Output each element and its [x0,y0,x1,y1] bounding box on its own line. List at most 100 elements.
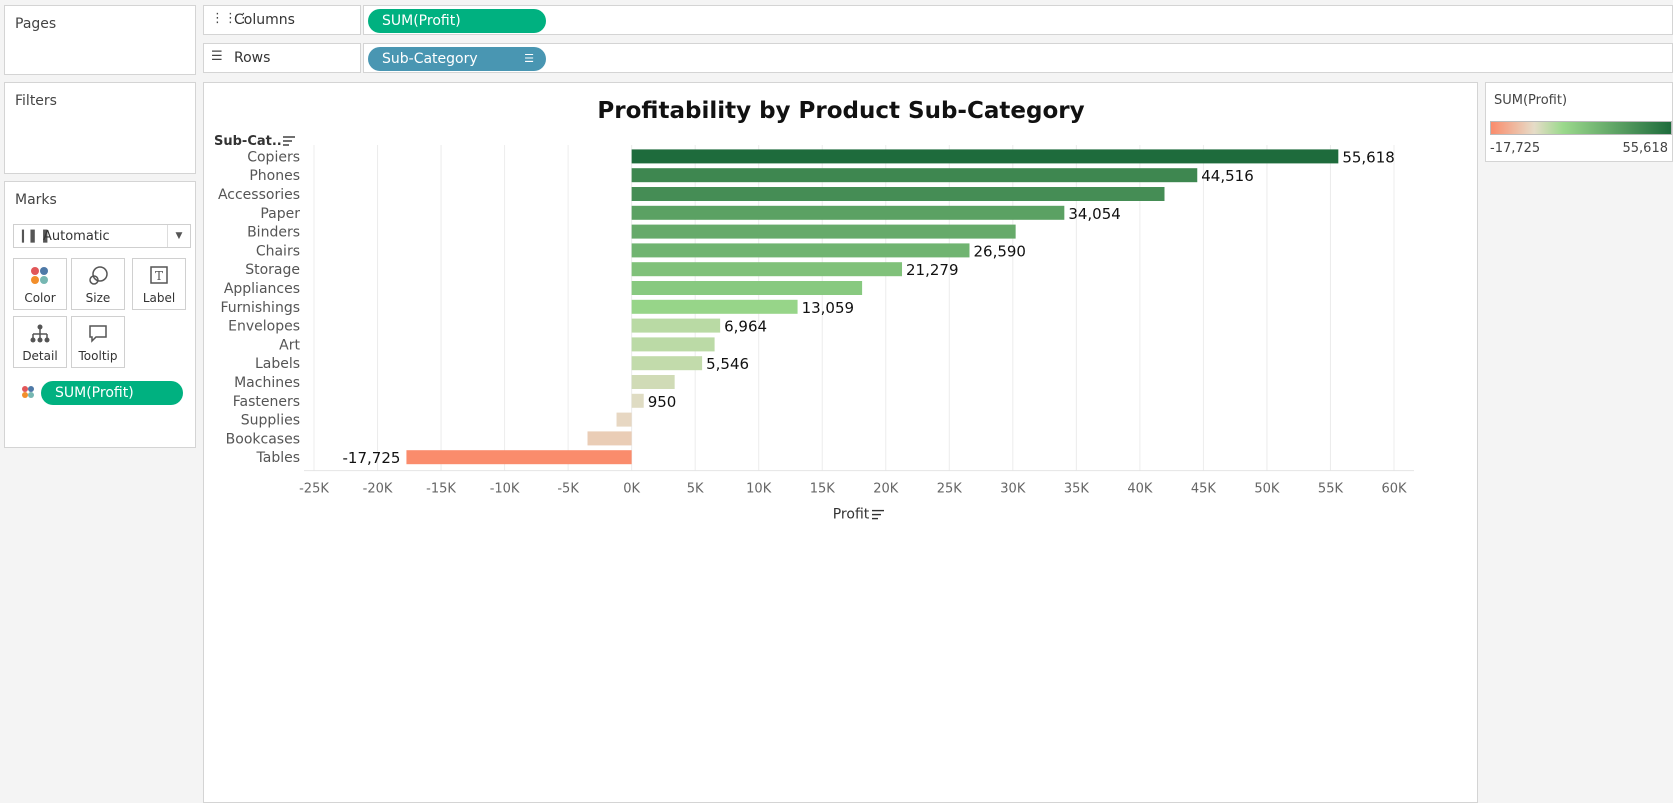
size-button[interactable]: Size [71,258,125,310]
mark-type-label: Automatic [43,229,110,244]
x-tick-label: -25K [299,482,329,497]
label-button[interactable]: T Label [132,258,186,310]
tooltip-button[interactable]: Tooltip [71,316,125,368]
marks-card: Marks ▎▌▐ Automatic ▼ Color Size T Label… [4,181,196,448]
bar[interactable] [631,299,798,314]
bar[interactable] [631,224,1016,239]
data-label: 44,516 [1201,167,1254,185]
data-label: 5,546 [706,355,749,373]
x-tick-label: 60K [1381,482,1407,497]
bar[interactable] [631,356,703,371]
y-sort-icon[interactable] [283,136,295,146]
category-label[interactable]: Paper [260,206,300,222]
category-label[interactable]: Machines [234,375,300,391]
legend-max-label: 55,618 [1622,141,1669,156]
x-tick-label: 5K [687,482,704,497]
category-label[interactable]: Supplies [241,413,300,429]
tooltip-label: Tooltip [78,349,118,363]
columns-pill[interactable]: SUM(Profit) [368,9,546,33]
color-label: Color [24,291,56,305]
detail-button[interactable]: Detail [13,316,67,368]
bar[interactable] [631,337,715,352]
bar-chart-icon: ▎▌▐ [22,230,48,243]
bar[interactable] [631,262,903,277]
x-tick-label: 50K [1254,482,1280,497]
mark-type-dropdown[interactable]: ▎▌▐ Automatic ▼ [13,224,191,248]
color-button[interactable]: Color [13,258,67,310]
hierarchy-icon [14,323,66,347]
sort-icon[interactable]: ☰ [524,52,534,65]
data-label: 21,279 [906,261,959,279]
marks-title: Marks [15,192,57,208]
category-label[interactable]: Chairs [256,243,300,259]
bar[interactable] [631,243,970,258]
bar[interactable] [616,412,632,427]
x-tick-label: 25K [937,482,963,497]
y-axis-title[interactable]: Sub-Cat.. [214,134,282,149]
label-label: Label [142,291,176,305]
category-label[interactable]: Art [279,337,300,353]
bar[interactable] [631,187,1165,201]
data-label: 6,964 [724,318,767,336]
data-label: 13,059 [802,299,855,317]
category-label[interactable]: Appliances [224,281,300,297]
color-field-pill[interactable]: SUM(Profit) [41,381,183,405]
x-tick-label: 55K [1318,482,1344,497]
pages-card[interactable]: Pages [4,5,196,75]
category-label[interactable]: Phones [249,168,300,184]
rows-pill-label: Sub-Category [382,51,478,67]
category-label[interactable]: Tables [256,450,301,466]
rows-shelf: ☰ Rows Sub-Category ☰ [203,43,1673,73]
x-tick-label: 30K [1000,482,1026,497]
category-label[interactable]: Bookcases [226,431,300,447]
bar-chart: Profitability by Product Sub-Category Su… [214,98,1414,523]
data-label: 34,054 [1068,205,1121,223]
bar[interactable] [587,431,632,446]
size-icon [72,265,124,289]
category-label[interactable]: Binders [247,225,300,241]
columns-shelf: ⋮⋮⋮ Columns SUM(Profit) [203,5,1673,35]
legend-gradient [1490,121,1672,135]
x-axis-title[interactable]: Profit [833,507,870,523]
bar[interactable] [631,393,644,408]
category-label[interactable]: Furnishings [220,300,300,316]
bar[interactable] [406,450,632,465]
bar[interactable] [631,281,863,295]
columns-icon: ⋮⋮⋮ [211,11,250,26]
rows-drop-zone[interactable]: Sub-Category ☰ [363,43,1673,73]
data-label: 26,590 [973,242,1026,260]
filters-card[interactable]: Filters [4,82,196,174]
x-tick-label: -20K [363,482,393,497]
x-tick-label: 10K [746,482,772,497]
data-label: 950 [648,393,677,411]
rows-pill[interactable]: Sub-Category ☰ [368,47,546,71]
x-tick-label: 20K [873,482,899,497]
rows-icon: ☰ [211,49,223,64]
bar[interactable] [631,149,1339,164]
data-label: -17,725 [343,449,401,467]
x-sort-icon[interactable] [872,509,884,520]
category-label[interactable]: Labels [255,356,300,372]
text-icon: T [133,265,185,289]
bar[interactable] [631,205,1065,220]
category-label[interactable]: Accessories [218,187,300,203]
color-legend[interactable]: SUM(Profit) -17,725 55,618 [1485,82,1673,162]
category-label[interactable]: Copiers [247,149,300,165]
bar[interactable] [631,375,675,389]
columns-drop-zone[interactable]: SUM(Profit) [363,5,1673,35]
bars [406,149,1339,465]
chevron-down-icon[interactable]: ▼ [167,225,190,247]
legend-min-label: -17,725 [1490,141,1541,156]
bar[interactable] [631,318,721,333]
category-label[interactable]: Envelopes [228,319,300,335]
category-label[interactable]: Fasteners [233,394,300,410]
color-field-icon [21,384,35,403]
chart-title: Profitability by Product Sub-Category [597,98,1084,124]
category-labels: Copiers Phones Accessories Paper Binders Chai… [218,149,301,466]
color-icon [14,265,66,289]
category-label[interactable]: Storage [245,262,300,278]
rows-label: Rows [203,43,361,73]
svg-text:T: T [155,269,163,283]
bar[interactable] [631,168,1198,183]
x-tick-label: 35K [1064,482,1090,497]
